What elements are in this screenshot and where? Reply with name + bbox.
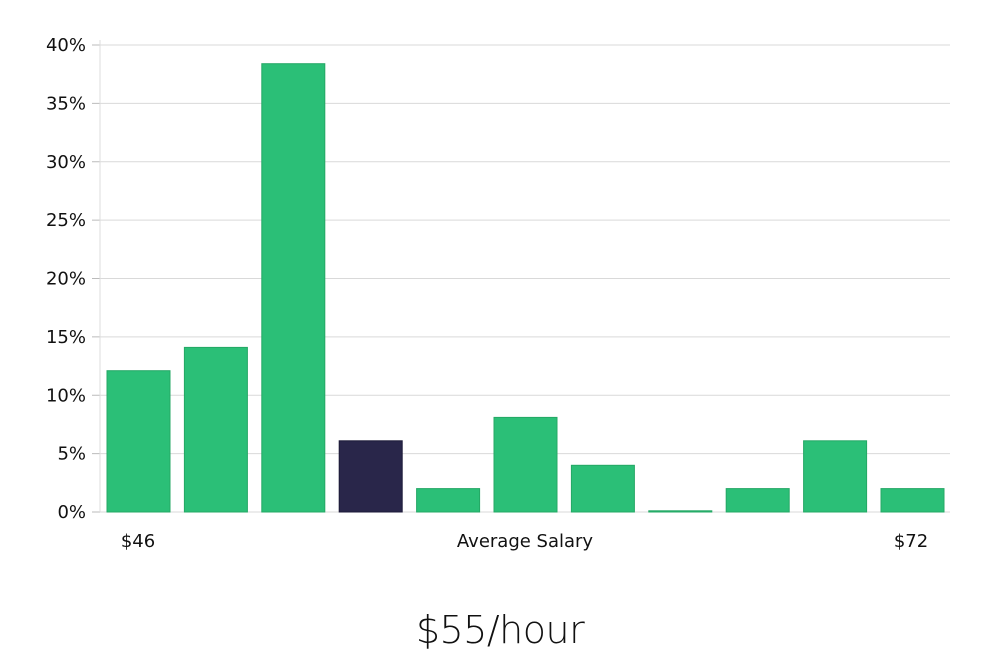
x-axis-title: Average Salary <box>457 531 594 552</box>
y-tick-label-10: 10% <box>46 385 86 406</box>
y-axis-ticks: 0% 5% 10% 15% 20% 25% 30% 35% 40% <box>46 35 100 523</box>
y-tick-label-35: 35% <box>46 93 86 114</box>
bar-7 <box>570 464 635 513</box>
average-rate-headline: $55/hour <box>415 608 585 652</box>
bar-highlighted-4 <box>338 440 403 513</box>
salary-histogram-chart: 0% 5% 10% 15% 20% 25% 30% 35% 40% $46 Average Sa… <box>46 35 950 552</box>
bar-1 <box>106 370 171 513</box>
bars <box>106 63 945 513</box>
bar-9 <box>725 488 790 513</box>
bar-3 <box>261 63 326 513</box>
bar-6 <box>493 416 558 513</box>
y-tick-label-0: 0% <box>57 502 86 523</box>
y-tick-label-30: 30% <box>46 152 86 173</box>
y-tick-label-20: 20% <box>46 269 86 290</box>
x-max-label: $72 <box>894 531 928 552</box>
y-tick-label-15: 15% <box>46 327 86 348</box>
y-tick-label-5: 5% <box>57 444 86 465</box>
bar-10 <box>803 440 868 513</box>
bar-2 <box>183 346 248 513</box>
bar-11 <box>880 488 945 513</box>
y-tick-label-25: 25% <box>46 210 86 231</box>
x-min-label: $46 <box>121 531 155 552</box>
bar-8 <box>648 510 713 513</box>
y-tick-label-40: 40% <box>46 35 86 56</box>
bar-5 <box>416 488 481 513</box>
